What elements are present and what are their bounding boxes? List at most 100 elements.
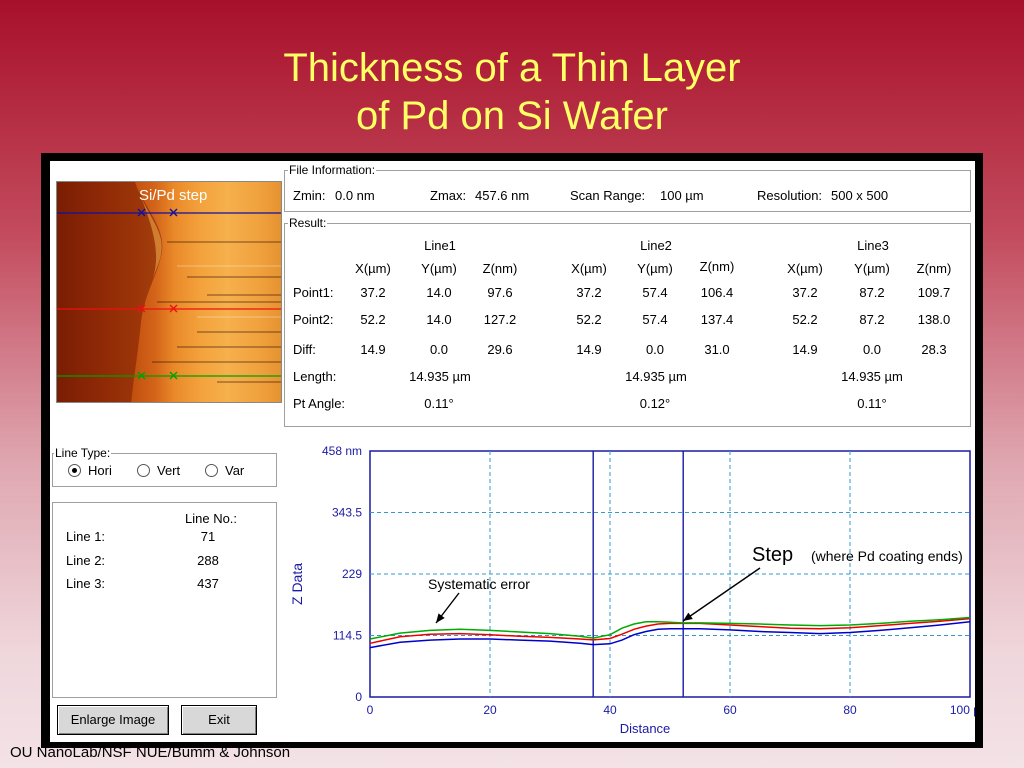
line3-name: Line3 [857,238,889,253]
line3-p1-z: 109.7 [917,285,951,300]
line2-p1-x: 37.2 [576,285,602,300]
radio-var[interactable] [205,464,218,477]
y-axis-label: Z Data [289,563,305,605]
plot-area [369,450,971,698]
line-no-label-1: Line 1: [66,529,106,544]
line3-header-y: Y(µm) [854,261,890,276]
radio-hori-label: Hori [88,463,112,478]
step-arrow-head [683,612,693,621]
exit-button[interactable]: Exit [181,705,257,735]
resolution-label: Resolution: [757,188,823,203]
step-annotation-note: (where Pd coating ends) [811,548,963,564]
line1-p1-z: 97.6 [487,285,513,300]
x-tick-label: 0 [367,703,374,717]
step-arrow [682,567,761,622]
line3-length: 14.935 µm [841,369,903,384]
line1-p2-y: 14.0 [426,312,452,327]
app-window: Si/Pd step File Information: Zmin: 0.0 n… [50,161,975,742]
line3-pt-angle: 0.11° [857,396,887,411]
afm-marker [169,371,178,380]
line1-p1-y: 14.0 [426,285,452,300]
line-no-value-3: 437 [197,576,219,591]
line1-pt-angle: 0.11° [424,396,454,411]
line2-diff-z: 31.0 [704,342,730,357]
row-label-point2: Point2: [293,312,334,327]
series-line-1 [369,621,971,649]
x-tick-label: 40 [603,703,617,717]
line3-p1-x: 37.2 [792,285,818,300]
x-tick-label: 20 [483,703,497,717]
line2-p1-y: 57.4 [642,285,668,300]
slide-credit: OU NanoLab/NSF NUE/Bumm & Johnson [10,744,291,761]
scan-range-value: 100 µm [660,188,704,203]
line1-diff-x: 14.9 [360,342,386,357]
line2-header-y: Y(µm) [637,261,673,276]
line2-header-x: X(µm) [571,261,607,276]
afm-marker [169,304,178,313]
afm-marker [137,371,146,380]
line2-diff-y: 0.0 [645,342,665,357]
scan-range-label: Scan Range: [570,188,646,203]
profile-chart: 0 20 40 60 80 100 µm 0 114.5 229 343.5 458 nm Dista… [289,444,975,736]
file-info-title: File Information: [288,163,377,177]
line2-p1-z: 106.4 [700,285,734,300]
zmin-label: Zmin: [293,188,326,203]
row-label-diff: Diff: [293,342,316,357]
y-tick-label: 114.5 [333,629,362,643]
radio-hori[interactable] [68,464,81,477]
line-type-title: Line Type: [54,446,112,460]
line1-header-x: X(µm) [355,261,391,276]
file-info-group [284,170,971,212]
afm-marker [137,304,146,313]
y-tick-label: 229 [342,567,362,581]
line2-diff-x: 14.9 [576,342,602,357]
y-tick-label: 458 nm [322,444,362,458]
line2-name: Line2 [640,238,672,253]
line3-header-z: Z(nm) [916,261,952,276]
afm-image-overlay [57,182,281,402]
y-tick-label: 343.5 [332,506,362,520]
afm-marker [169,208,178,217]
line2-length: 14.935 µm [625,369,687,384]
line3-p2-y: 87.2 [859,312,885,327]
x-tick-label: 60 [723,703,737,717]
radio-vert-label: Vert [157,463,181,478]
radio-vert[interactable] [137,464,150,477]
zmax-value: 457.6 nm [475,188,530,203]
line2-p2-z: 137.4 [700,312,734,327]
x-tick-label: 100 µm [950,703,975,717]
line3-diff-z: 28.3 [921,342,947,357]
series-line-2 [369,617,971,645]
afm-image[interactable]: Si/Pd step [56,181,282,403]
slide-title: Thickness of a Thin Layer of Pd on Si Wa… [0,44,1024,140]
line-no-value-1: 71 [200,529,216,544]
line1-diff-y: 0.0 [429,342,449,357]
resolution-value: 500 x 500 [831,188,889,203]
line2-p2-y: 57.4 [642,312,668,327]
line3-diff-y: 0.0 [862,342,882,357]
line1-header-z: Z(nm) [482,261,518,276]
result-title: Result: [288,216,328,230]
line1-p2-z: 127.2 [483,312,517,327]
line1-p2-x: 52.2 [360,312,386,327]
line3-header-x: X(µm) [787,261,823,276]
line-no-label-3: Line 3: [66,576,106,591]
line2-header-z: Z(nm) [699,259,735,274]
afm-marker [137,208,146,217]
line2-p2-x: 52.2 [576,312,602,327]
x-tick-label: 80 [843,703,857,717]
line1-header-y: Y(µm) [421,261,457,276]
radio-var-label: Var [225,463,245,478]
line1-p1-x: 37.2 [360,285,386,300]
line1-diff-z: 29.6 [487,342,513,357]
line3-p2-x: 52.2 [792,312,818,327]
line-no-value-2: 288 [197,553,219,568]
line-type-group [52,453,277,487]
line1-name: Line1 [424,238,456,253]
enlarge-image-button[interactable]: Enlarge Image [57,705,169,735]
result-group [284,223,971,427]
line1-length: 14.935 µm [409,369,471,384]
line3-p2-z: 138.0 [917,312,951,327]
y-tick-label: 0 [355,690,362,704]
line-no-panel [52,502,277,698]
